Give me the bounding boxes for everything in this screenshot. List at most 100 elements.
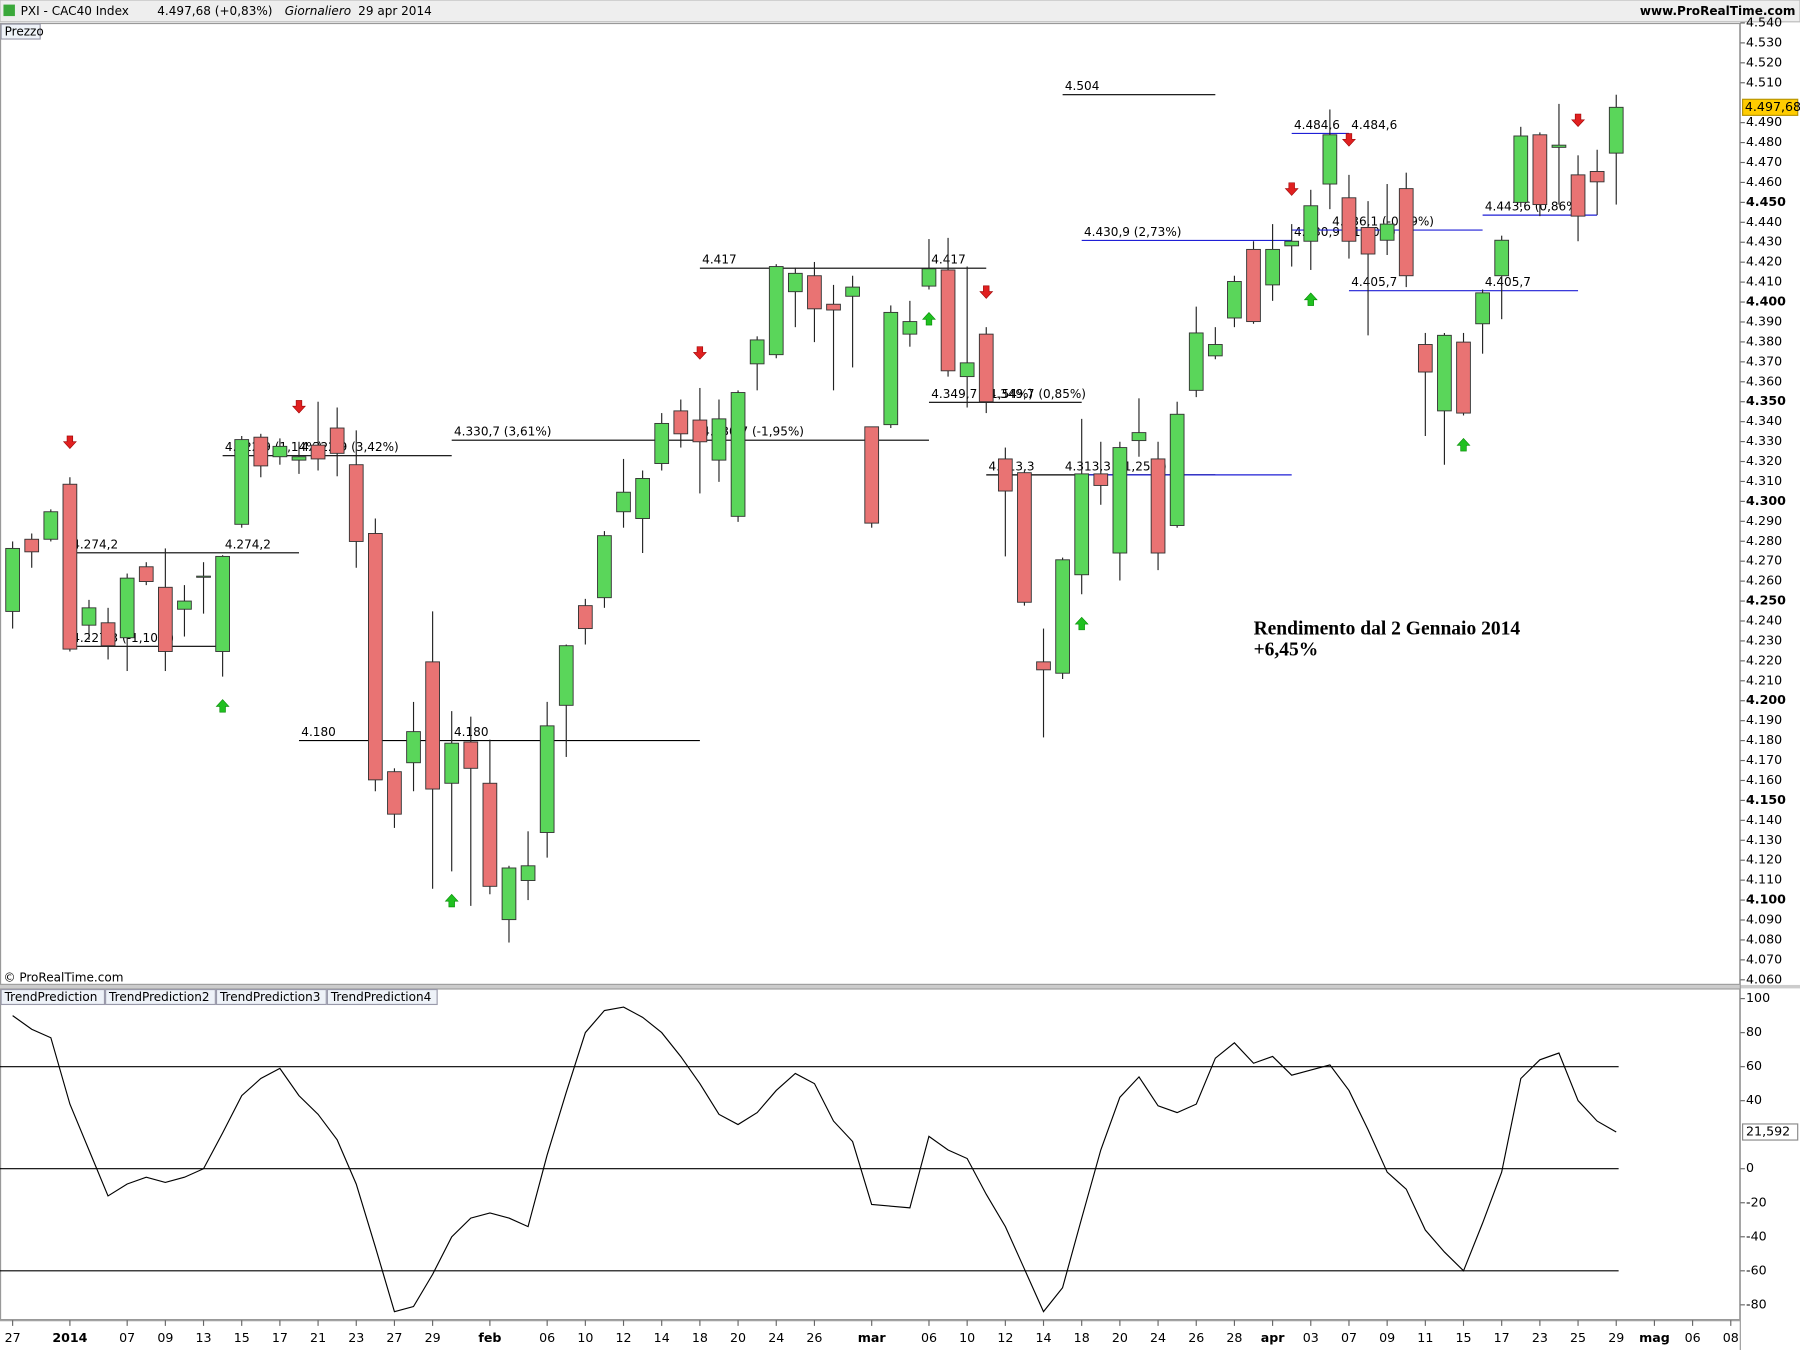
y-tick-label: 4.410 (1746, 274, 1782, 289)
candle-body (81, 607, 97, 626)
y-tick-label: 4.290 (1746, 513, 1782, 528)
candle-body (425, 661, 440, 790)
candle-body (1360, 227, 1376, 255)
sell-signal (62, 435, 77, 449)
x-tick-label: 23 (348, 1330, 364, 1345)
y-tick-label: 0 (1746, 1160, 1754, 1175)
buy-signal (1456, 438, 1471, 452)
x-tick-label: 09 (157, 1330, 173, 1345)
indicator-tab[interactable] (326, 988, 438, 1006)
y-tick-label: 4.140 (1746, 812, 1782, 827)
x-tick-label: 06 (921, 1330, 937, 1345)
candle-body (1093, 473, 1109, 486)
annotation: Rendimento dal 2 Gennaio 2014 (1254, 619, 1521, 640)
candle-body (1398, 188, 1414, 277)
candle-body (1169, 413, 1185, 526)
quote: 4.497,68 (+0,83%) (157, 4, 272, 18)
candle-body (749, 339, 765, 365)
x-tick-label: 15 (234, 1330, 250, 1345)
level-label: 4.417 (702, 253, 737, 267)
level-label: 4.322,9 (3,42%) (301, 440, 398, 454)
indicator-tab[interactable] (0, 988, 106, 1006)
level-label: 4.484,6 (1294, 118, 1340, 132)
candle-body (997, 458, 1013, 492)
candle-body (234, 439, 250, 525)
pane-tab[interactable] (0, 23, 41, 40)
indicator-tab[interactable] (215, 988, 327, 1006)
level-label: 4.504 (1065, 79, 1100, 93)
level-label: 4.330,7 (3,61%) (454, 425, 551, 439)
candle-body (558, 645, 574, 706)
y-tick-label: 4.080 (1746, 931, 1782, 946)
x-tick-label: 27 (386, 1330, 402, 1345)
candle-body (1589, 171, 1605, 183)
buy-signal (215, 699, 230, 713)
y-tick-label: 4.530 (1746, 34, 1782, 49)
candle-body (1207, 344, 1223, 357)
x-tick-label: 03 (1303, 1330, 1319, 1345)
y-tick-label: 4.470 (1746, 154, 1782, 169)
candle-body (654, 422, 670, 464)
y-tick-label: 4.310 (1746, 473, 1782, 488)
y-tick-label: 4.280 (1746, 533, 1782, 548)
last-price-label: 4.497,68 (1745, 99, 1800, 114)
candle-body (5, 547, 20, 612)
candle-body (959, 362, 975, 378)
x-tick-label: 14 (1035, 1330, 1051, 1345)
x-tick-label: 18 (692, 1330, 708, 1345)
pane-separator (0, 984, 1800, 989)
y-tick-label: 4.430 (1746, 234, 1782, 249)
candle-body (520, 865, 536, 881)
sell-signal (1284, 182, 1299, 196)
sell-signal (979, 285, 994, 299)
candle-body (329, 427, 345, 454)
level-label: 4.180 (301, 725, 336, 739)
x-tick-label: mar (858, 1330, 887, 1345)
x-tick-label: 2014 (52, 1330, 87, 1345)
level-label: 4.430,9 (2,73%) (1084, 225, 1181, 239)
y-tick-label: -80 (1746, 1296, 1767, 1311)
y-tick-label: 4.520 (1746, 54, 1782, 69)
x-tick-label: 18 (1074, 1330, 1090, 1345)
x-tick-label: 13 (196, 1330, 212, 1345)
header-bar (0, 0, 1800, 23)
x-tick-label: 27 (5, 1330, 21, 1345)
y-tick-label: 4.350 (1746, 393, 1786, 408)
candle-body (482, 782, 498, 887)
candle-body (921, 268, 937, 287)
x-tick-label: 07 (1341, 1330, 1357, 1345)
candle-body (272, 445, 288, 458)
y-tick-label: 4.510 (1746, 74, 1782, 89)
y-tick-label: 4.340 (1746, 413, 1782, 428)
y-tick-label: -20 (1746, 1194, 1767, 1209)
candle-body (119, 577, 135, 639)
x-tick-label: 11 (1417, 1330, 1433, 1345)
y-tick-label: 40 (1746, 1092, 1762, 1107)
candle-body (1494, 239, 1510, 277)
x-tick-label: 29 (425, 1330, 441, 1345)
level-label: 4.330,7 (-1,95%) (702, 425, 804, 439)
indicator-line (12, 1006, 1617, 1313)
level-label: 4.443,6 (0,86%) (1485, 200, 1582, 214)
x-tick-label: 21 (310, 1330, 326, 1345)
y-tick-label: 4.250 (1746, 593, 1786, 608)
candle-body (1017, 472, 1032, 603)
x-tick-label: 07 (119, 1330, 135, 1345)
y-tick-label: 4.440 (1746, 214, 1782, 229)
indicator-tab[interactable] (105, 988, 216, 1006)
x-tick-label: 10 (577, 1330, 593, 1345)
copyright: © ProRealTime.com (3, 971, 123, 985)
x-tick-label: 17 (272, 1330, 288, 1345)
candle-body (100, 622, 116, 647)
candle-body (1322, 134, 1338, 185)
y-tick-label: 4.420 (1746, 254, 1782, 269)
y-tick-label: 4.480 (1746, 134, 1782, 149)
x-tick-label: 12 (616, 1330, 632, 1345)
candle-body (1265, 248, 1280, 286)
indicator-tab-label: TrendPrediction3 (219, 990, 320, 1004)
candle-body (768, 266, 784, 356)
x-tick-label: feb (478, 1330, 501, 1345)
x-tick-label: 10 (959, 1330, 975, 1345)
candle-body (291, 456, 307, 461)
